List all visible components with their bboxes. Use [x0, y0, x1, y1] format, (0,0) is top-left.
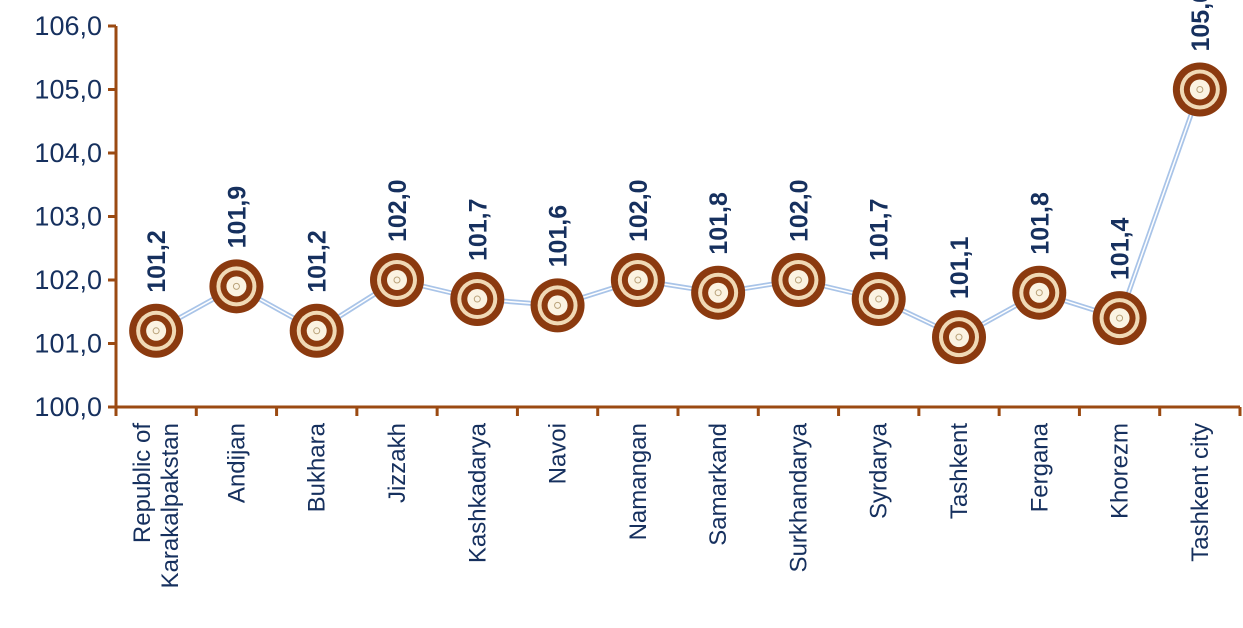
data-label: 101,4 [1107, 217, 1135, 280]
marker-center [1109, 308, 1130, 329]
data-label: 101,1 [946, 236, 974, 299]
marker-center [1189, 79, 1210, 100]
data-label: 105,0 [1187, 0, 1215, 52]
data-point [771, 253, 826, 307]
marker-dot [1116, 314, 1124, 322]
x-category-label: Khorezm [1107, 423, 1134, 519]
marker-dot [232, 282, 240, 290]
marker-dot [313, 327, 321, 335]
x-category-label: Fergana [1026, 422, 1053, 512]
x-category-label: Navoi [545, 423, 572, 484]
y-tick-label: 101,0 [34, 329, 102, 359]
y-tick-label: 103,0 [34, 202, 102, 232]
marker-dot [1196, 86, 1204, 93]
data-point [1012, 265, 1067, 320]
marker-dot [634, 276, 642, 284]
marker-center [306, 320, 327, 341]
data-label: 102,0 [785, 179, 813, 242]
marker-center [708, 282, 729, 303]
x-category-label: Karakalpakstan [157, 423, 184, 588]
y-tick-label: 104,0 [34, 138, 102, 168]
marker-dot [794, 276, 802, 284]
x-category-label: Andijan [223, 423, 250, 503]
y-tick-label: 105,0 [34, 75, 102, 105]
marker-dot [875, 295, 883, 303]
marker-dot [554, 301, 562, 309]
marker-dot [955, 333, 963, 341]
data-label: 101,9 [223, 186, 251, 249]
marker-dot [393, 276, 401, 284]
data-label: 101,2 [304, 230, 332, 293]
y-tick-label: 106,0 [34, 11, 102, 41]
x-category-label: Tashkent city [1187, 423, 1214, 562]
data-point [932, 310, 986, 365]
x-category-label: Jizzakh [384, 423, 411, 503]
chart-axes [108, 24, 1242, 416]
data-point [209, 259, 264, 314]
x-category-label: Kashkadarya [464, 422, 491, 563]
data-label: 101,8 [705, 192, 733, 255]
data-point [1092, 291, 1147, 346]
marker-center [146, 320, 167, 341]
marker-center [627, 270, 648, 290]
marker-dot [714, 289, 722, 297]
marker-center [226, 276, 247, 297]
marker-dot [473, 295, 481, 303]
y-tick-label: 100,0 [34, 392, 102, 422]
data-point [129, 303, 184, 358]
marker-dot [1035, 289, 1043, 297]
data-label: 102,0 [384, 179, 412, 242]
data-label: 101,7 [464, 198, 492, 261]
marker-center [387, 270, 407, 290]
data-point [851, 272, 906, 327]
data-label: 102,0 [625, 179, 653, 242]
x-category-label: Tashkent [946, 423, 973, 519]
data-point [610, 253, 665, 307]
x-category-label: Bukhara [304, 422, 331, 512]
marker-center [788, 270, 809, 290]
marker-center [1029, 282, 1050, 303]
data-label: 101,7 [866, 198, 894, 261]
x-category-label: Namangan [625, 423, 652, 540]
marker-center [467, 289, 488, 310]
x-category-label: Syrdarya [866, 422, 893, 519]
data-point [530, 278, 585, 333]
data-label: 101,8 [1026, 192, 1054, 255]
y-tick-label: 102,0 [34, 265, 102, 295]
marker-dot [152, 327, 160, 335]
marker-center [868, 289, 889, 310]
data-label: 101,6 [545, 205, 573, 268]
marker-center [949, 327, 969, 348]
x-category-label: Surkhandarya [785, 422, 812, 572]
marker-group [129, 62, 1227, 365]
data-point [370, 253, 424, 307]
data-label: 101,2 [143, 230, 171, 293]
data-point [691, 265, 746, 320]
data-point [1172, 62, 1227, 117]
label-group: 100,0 101,0 102,0 103,0 104,0 105,0 106,0 101,2… [34, 0, 1214, 588]
data-point [289, 303, 344, 358]
marker-center [547, 295, 568, 316]
x-category-label: Republic of [129, 423, 156, 543]
x-category-label: Samarkand [705, 423, 732, 546]
data-point [450, 272, 505, 327]
